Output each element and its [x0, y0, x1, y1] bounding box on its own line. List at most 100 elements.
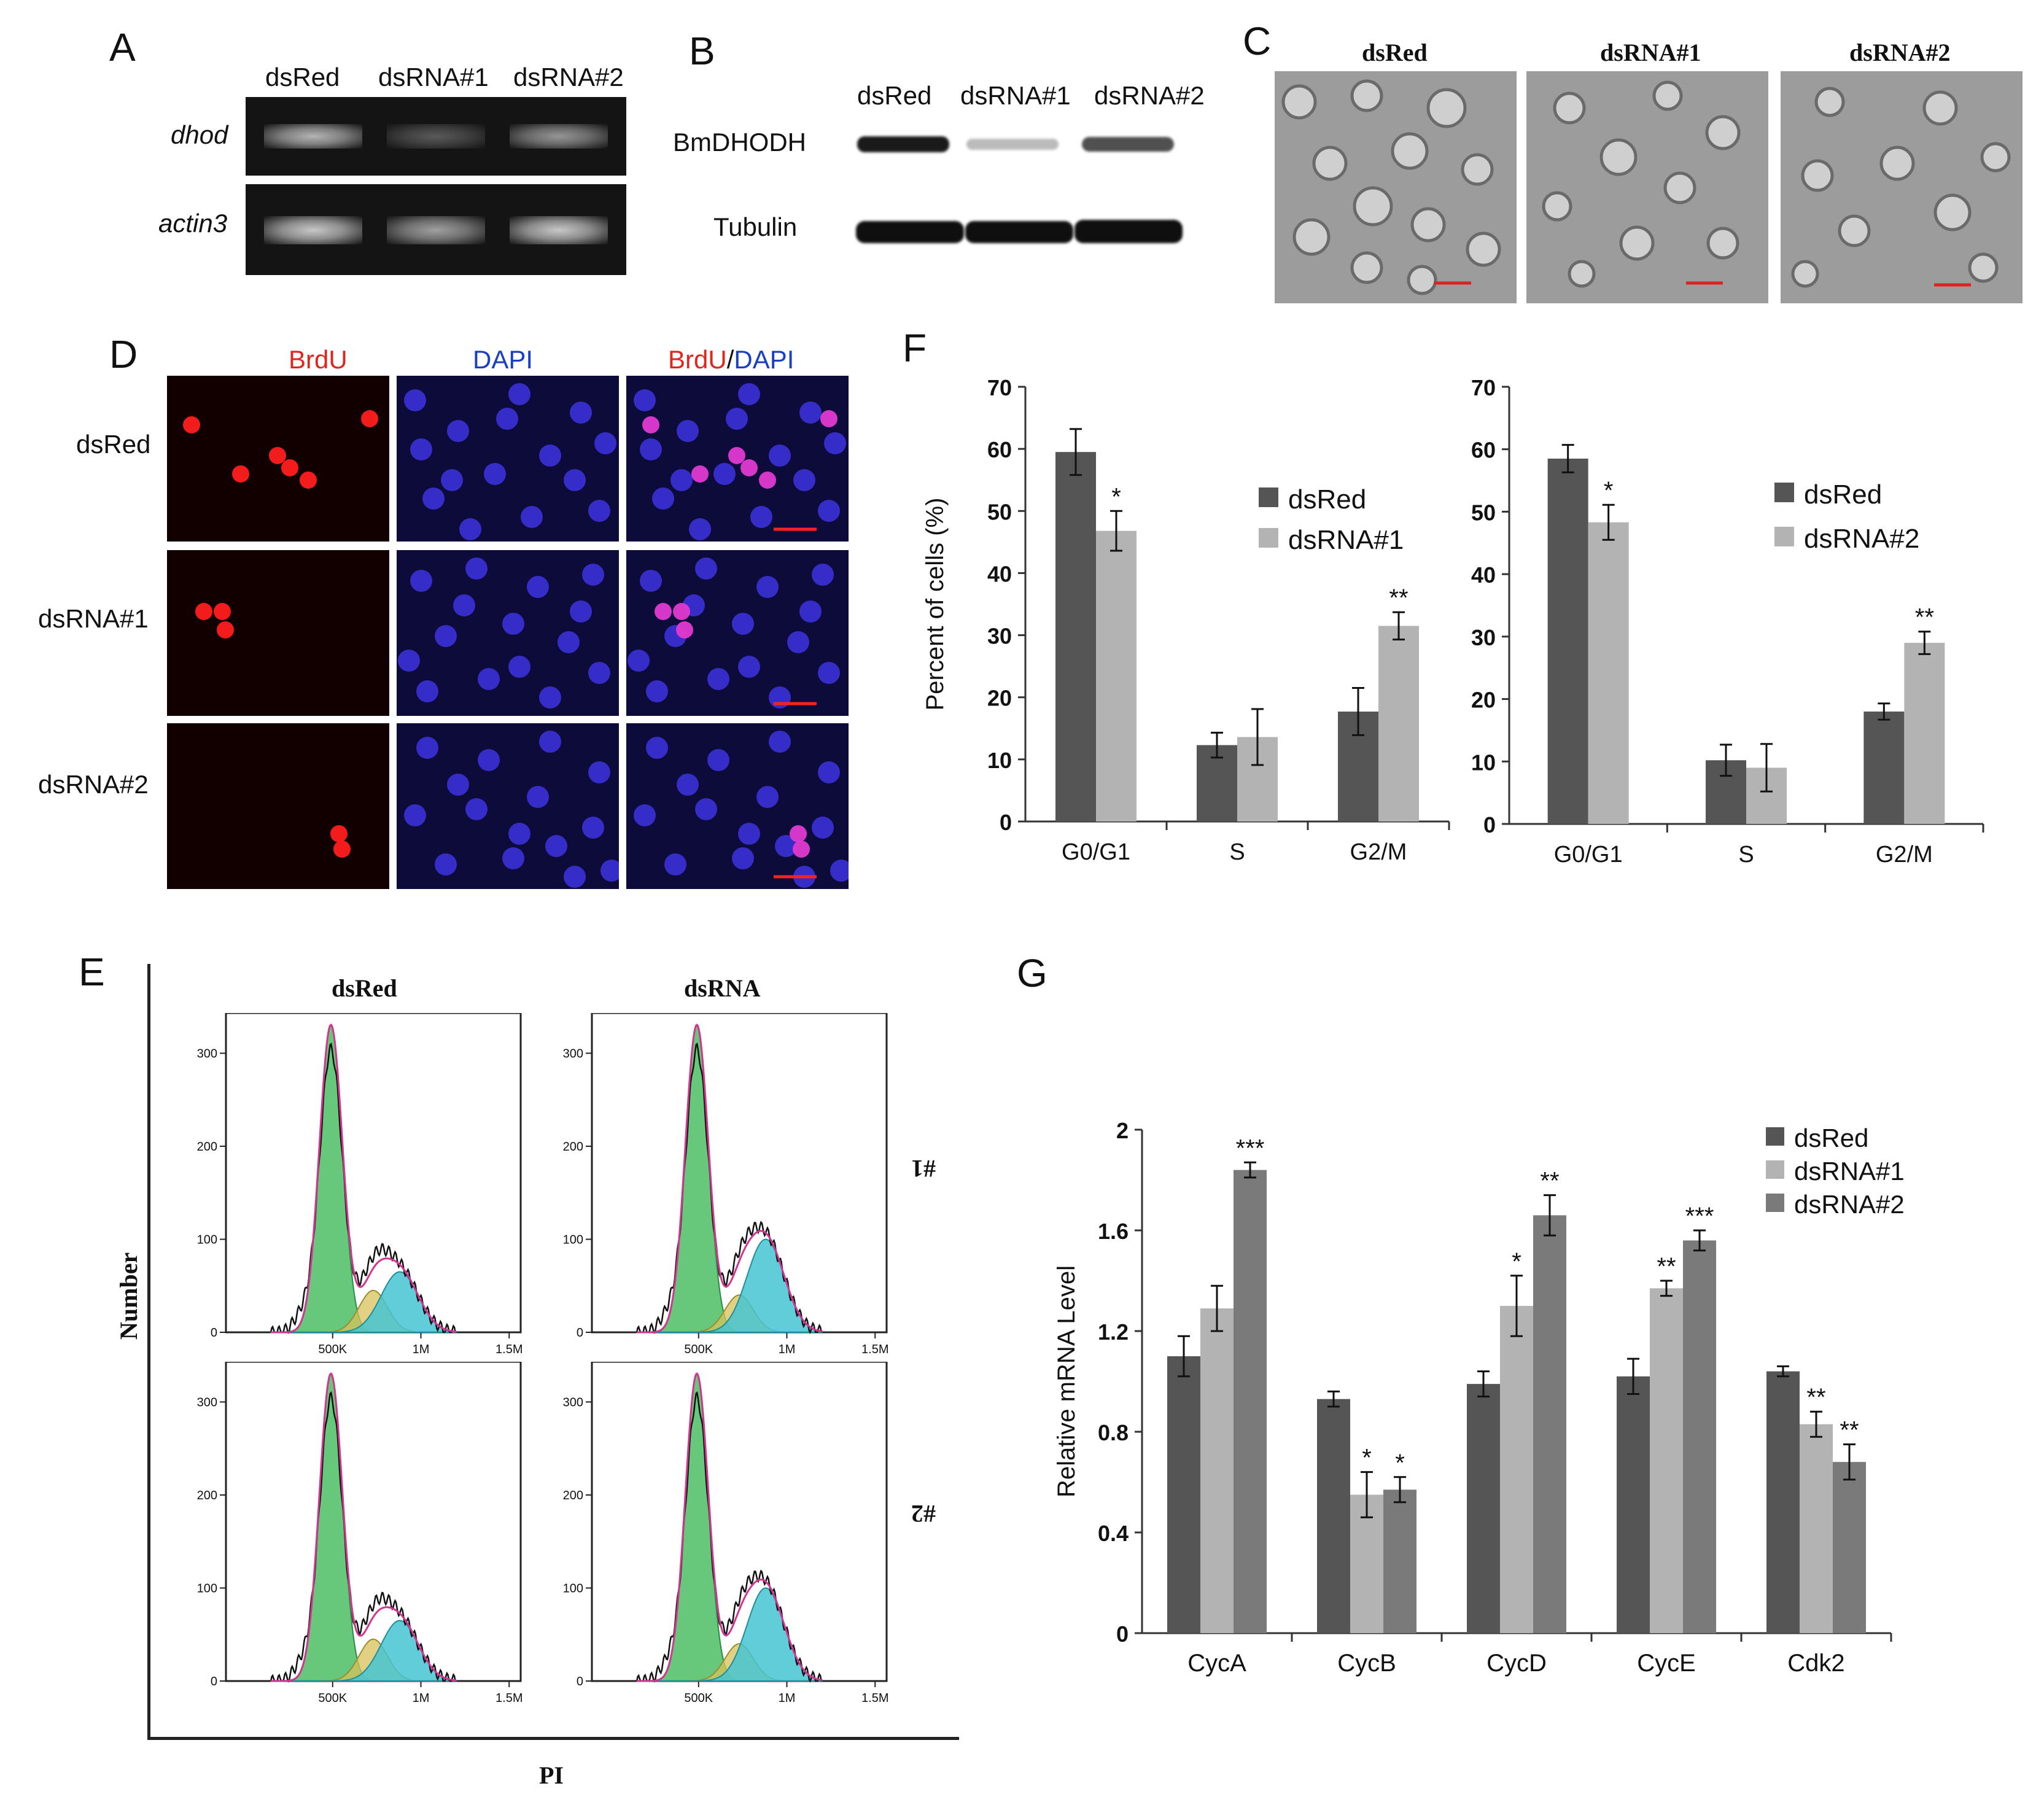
- fluor-image-dsred-dapi-cells: [404, 383, 616, 540]
- bar: [1904, 643, 1945, 824]
- dapi-nucleus: [404, 389, 426, 411]
- y-tick-label: 200: [197, 1140, 217, 1154]
- dapi-nucleus: [689, 518, 711, 540]
- flow-title-dsrna: dsRNA: [684, 974, 761, 1002]
- fit-curve: [271, 1372, 457, 1682]
- lane-label-a-dsrna1: dsRNA#1: [378, 63, 489, 91]
- band-tubulin-dsred: [856, 221, 964, 243]
- dapi-nucleus: [539, 686, 561, 709]
- bar: [1588, 522, 1629, 824]
- y-tick-label: 10: [1471, 750, 1496, 775]
- dapi-nucleus: [441, 469, 463, 491]
- bar: [1317, 1399, 1350, 1633]
- fluor-image-dsrna1-brdu: [167, 550, 389, 716]
- y-tick-label: 30: [1471, 625, 1496, 650]
- dapi-nucleus: [769, 686, 791, 709]
- micrograph-dsrna2: [1781, 71, 2023, 303]
- dapi-nucleus: [570, 402, 592, 424]
- dapi-nucleus: [502, 613, 524, 635]
- brdu-nucleus: [330, 825, 348, 842]
- dapi-nucleus: [582, 817, 604, 839]
- panel-e-frame-left: [147, 964, 150, 1740]
- gene-label-dhod: dhod: [171, 120, 228, 149]
- x-tick-label: 1M: [413, 1343, 430, 1356]
- x-tick-label: 500K: [318, 1691, 347, 1705]
- row-label-d-dsred: dsRed: [76, 430, 151, 459]
- band-dhod-dsrna2: [510, 124, 608, 149]
- dapi-nucleus: [769, 731, 791, 753]
- flow-histogram-dsrna-2: 300 200 100 0 500K 1M 1.5M: [563, 1362, 888, 1705]
- significance-mark: **: [1840, 1417, 1859, 1444]
- legend-swatch: [1774, 483, 1794, 502]
- row-label-d-dsrna2: dsRNA#2: [38, 770, 149, 799]
- dapi-nucleus: [646, 680, 668, 702]
- bar: [1467, 1384, 1500, 1633]
- gel-actin3: [246, 184, 626, 275]
- dapi-nucleus: [545, 835, 567, 857]
- y-tick-label: 300: [197, 1047, 217, 1060]
- raw-histogram-line: [635, 1391, 823, 1683]
- y-tick-label: 0: [1000, 810, 1012, 835]
- x-tick-label: G0/G1: [1062, 839, 1130, 865]
- dapi-nucleus: [738, 823, 760, 845]
- y-tick-label: 20: [987, 686, 1012, 711]
- western-tubulin: [851, 215, 1195, 249]
- brdu-nucleus: [820, 410, 837, 427]
- band-tubulin-dsrna1: [965, 221, 1073, 243]
- band-actin3-dsred: [264, 216, 362, 244]
- dapi-nucleus: [453, 594, 475, 616]
- dapi-nucleus: [564, 469, 586, 491]
- lane-label-b-dsrna2: dsRNA#2: [1094, 81, 1205, 110]
- dapi-nucleus: [695, 798, 717, 820]
- panel-label-c: C: [1243, 19, 1272, 63]
- chart-f-dsrna2: 0 10 20 30 40 50 60 70 G0/G1 * S G2/M ** dsRed dsRNA#2: [1471, 375, 1984, 868]
- x-tick-label: CycA: [1187, 1650, 1246, 1677]
- panel-label-e: E: [79, 950, 105, 994]
- legend-swatch: [1766, 1127, 1784, 1146]
- dapi-nucleus: [404, 804, 426, 826]
- y-tick-label: 50: [987, 499, 1012, 524]
- bar: [1200, 1308, 1234, 1633]
- micrograph-dsrna1-cells: [1542, 80, 1741, 288]
- dapi-nucleus: [594, 432, 616, 454]
- dapi-nucleus: [508, 383, 530, 405]
- y-tick-label: 0: [1483, 812, 1496, 837]
- dapi-nucleus: [416, 737, 438, 759]
- dapi-nucleus: [465, 798, 488, 820]
- dapi-nucleus: [634, 804, 656, 826]
- dapi-nucleus: [640, 438, 662, 460]
- dapi-nucleus: [818, 662, 840, 684]
- bar: [1167, 1356, 1200, 1633]
- x-tick-label: 500K: [318, 1343, 347, 1356]
- micrograph-title-dsrna2: dsRNA#2: [1849, 39, 1951, 66]
- fluor-image-dsrna2-brdu-cells: [330, 825, 351, 858]
- y-tick-label: 60: [1471, 438, 1496, 463]
- flow-row-label-2: #2: [911, 1500, 936, 1528]
- bar: [1383, 1489, 1416, 1633]
- fluor-image-dsred-dapi: [397, 376, 619, 542]
- brdu-nucleus: [183, 416, 200, 433]
- bar: [1096, 530, 1137, 821]
- brdu-nucleus: [676, 621, 693, 639]
- y-tick-label: 0: [211, 1675, 217, 1688]
- bar: [1500, 1306, 1533, 1633]
- x-tick-label: 500K: [684, 1691, 713, 1705]
- y-tick-label: 0: [1116, 1621, 1129, 1647]
- x-tick-label: 1M: [779, 1691, 796, 1705]
- dapi-nucleus: [677, 420, 699, 442]
- legend-swatch: [1766, 1194, 1784, 1212]
- brdu-nucleus: [361, 410, 378, 427]
- protein-label-tubulin: Tubulin: [713, 212, 798, 241]
- legend-label: dsRNA#2: [1794, 1190, 1905, 1219]
- dapi-nucleus: [600, 860, 619, 882]
- flow-row-label-1: #1: [911, 1155, 936, 1182]
- dapi-nucleus: [652, 487, 674, 510]
- y-tick-label: 70: [987, 375, 1012, 400]
- y-tick-label: 200: [563, 1140, 583, 1154]
- y-tick-label: 1.6: [1098, 1219, 1129, 1244]
- raw-histogram-line: [635, 1042, 823, 1334]
- dapi-nucleus: [496, 408, 518, 430]
- flow-histogram-dsrna-1: 300 200 100 0 500K 1M 1.5M: [563, 1013, 888, 1356]
- fluor-image-dsred-merge: [626, 376, 849, 542]
